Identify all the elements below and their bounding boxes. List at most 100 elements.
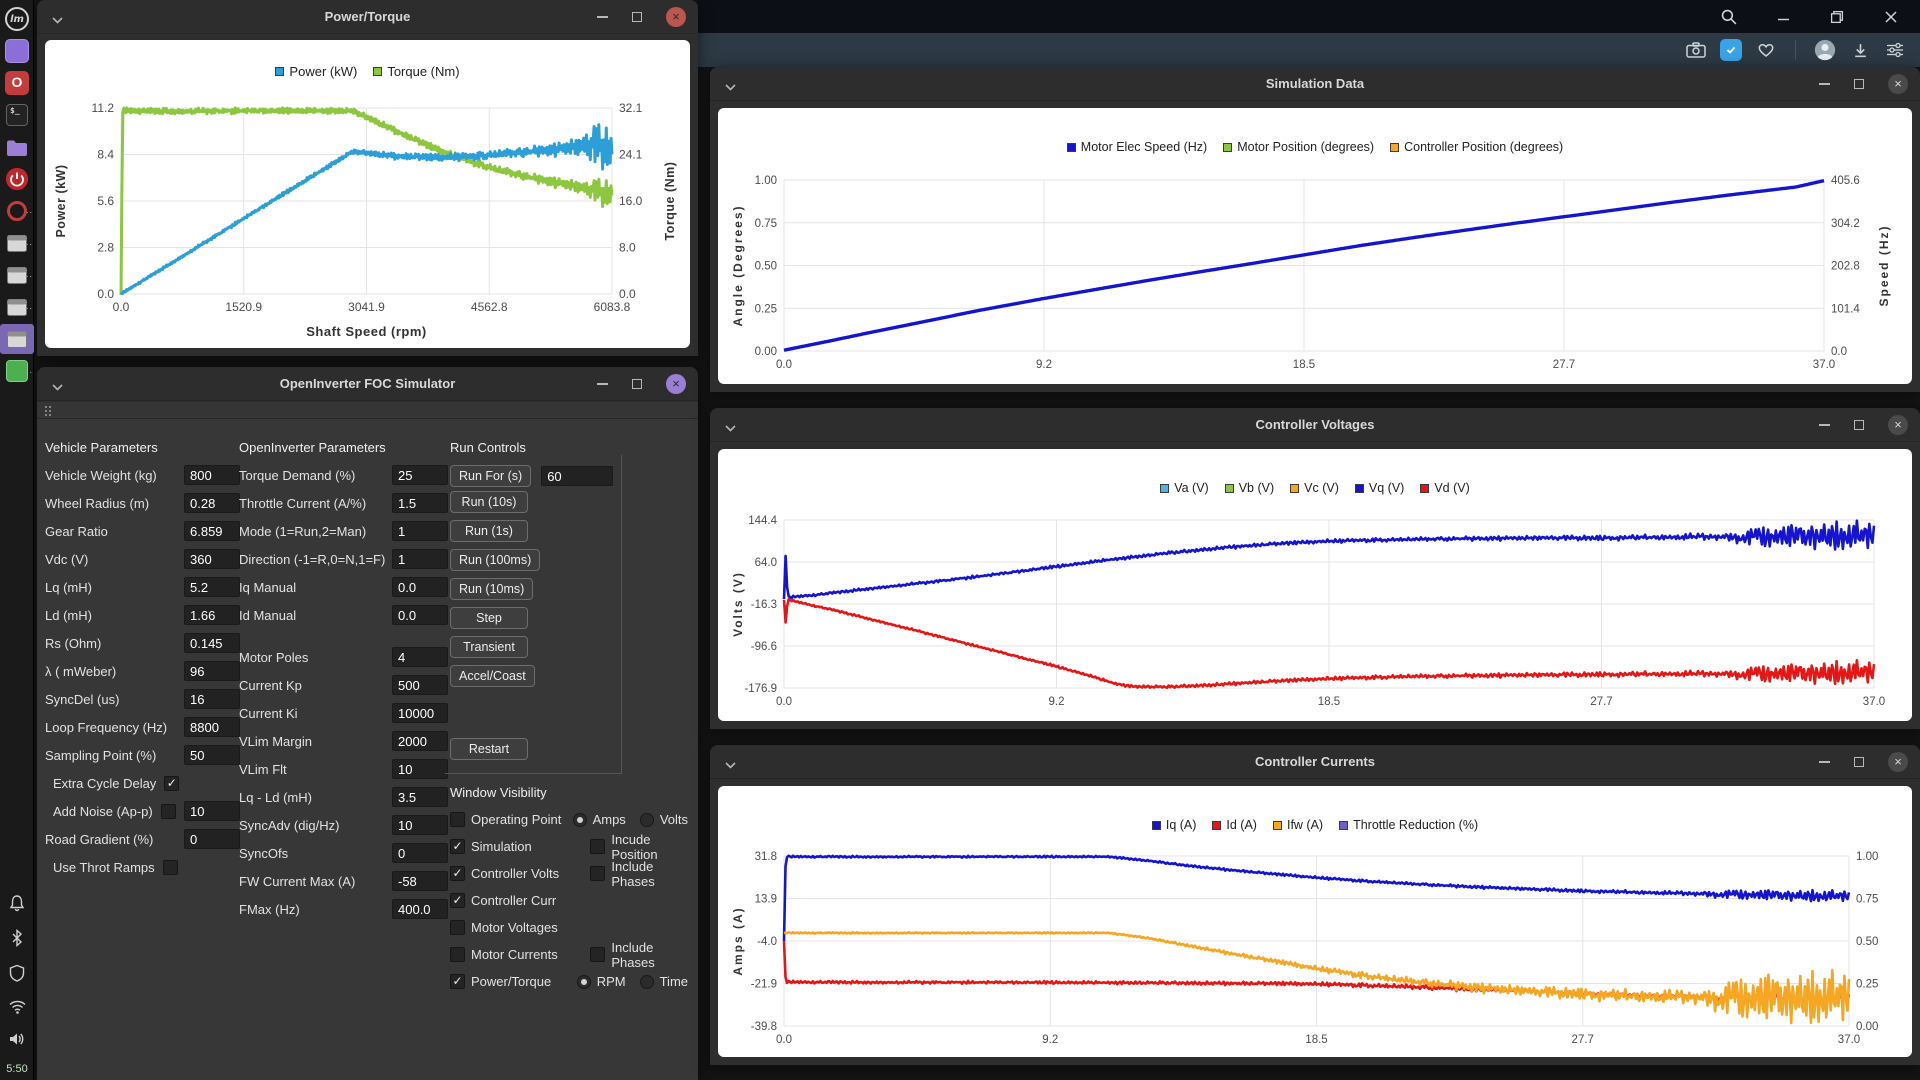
maximize-button[interactable] xyxy=(632,379,642,389)
rs-ohm-field[interactable] xyxy=(184,633,240,653)
opera-window-icon[interactable]: .. xyxy=(0,196,34,226)
window-icon-2[interactable]: .. xyxy=(0,260,34,290)
minimize-button[interactable] xyxy=(1819,761,1830,763)
add-noise-ap-p-checkbox[interactable] xyxy=(160,803,176,819)
minimize-button[interactable] xyxy=(597,383,608,385)
camera-icon[interactable] xyxy=(1685,39,1707,61)
mode-1-run-2-man-field[interactable] xyxy=(392,521,448,541)
current-ki-field[interactable] xyxy=(392,703,448,723)
iq-manual-field[interactable] xyxy=(392,577,448,597)
throttle-current-a-field[interactable] xyxy=(392,493,448,513)
window-shade-chevron-icon[interactable] xyxy=(724,757,737,775)
syncdel-us-field[interactable] xyxy=(184,689,240,709)
opera-icon[interactable]: O xyxy=(0,68,34,98)
close-button[interactable]: × xyxy=(666,374,686,394)
shield-icon[interactable] xyxy=(9,964,25,987)
controller-volts-visibility-checkbox[interactable]: ✓ xyxy=(450,866,465,881)
minimize-button[interactable] xyxy=(1819,83,1830,85)
include-phases-checkbox[interactable] xyxy=(590,866,606,881)
search-icon[interactable] xyxy=(1718,6,1740,28)
run-for-button[interactable]: Run For (s) xyxy=(450,465,532,487)
window-shade-chevron-icon[interactable] xyxy=(51,12,64,30)
terminal-icon[interactable]: $_ xyxy=(0,100,34,130)
direction-1-r-0-n-1-f-field[interactable] xyxy=(392,549,448,569)
bell-icon[interactable] xyxy=(8,894,26,917)
heart-icon[interactable] xyxy=(1755,39,1777,61)
operating-point-visibility-checkbox[interactable] xyxy=(450,812,465,827)
drag-handle-icon[interactable] xyxy=(44,405,52,416)
window-shade-chevron-icon[interactable] xyxy=(724,420,737,438)
transient-button[interactable]: Transient xyxy=(450,636,528,658)
maximize-button[interactable] xyxy=(1854,420,1864,430)
motor-poles-field[interactable] xyxy=(392,647,448,667)
active-window-icon[interactable] xyxy=(0,324,34,354)
simulation-titlebar[interactable]: Simulation Data × xyxy=(710,67,1920,101)
simulation-visibility-checkbox[interactable]: ✓ xyxy=(450,839,465,854)
motor-currents-visibility-checkbox[interactable] xyxy=(450,947,465,962)
close-icon[interactable] xyxy=(1880,6,1902,28)
controller-voltages-titlebar[interactable]: Controller Voltages × xyxy=(710,408,1920,442)
maximize-button[interactable] xyxy=(1854,757,1864,767)
volume-icon[interactable] xyxy=(8,1031,26,1052)
green-app-icon[interactable]: .. xyxy=(0,356,34,386)
controller-currents-titlebar[interactable]: Controller Currents × xyxy=(710,745,1920,779)
use-throt-ramps-checkbox[interactable] xyxy=(162,859,178,875)
close-button[interactable]: × xyxy=(1888,415,1908,435)
vdc-v-field[interactable] xyxy=(184,549,240,569)
download-icon[interactable] xyxy=(1849,39,1871,61)
close-button[interactable]: × xyxy=(1888,74,1908,94)
road-gradient-field[interactable] xyxy=(184,829,240,849)
incude-position-checkbox[interactable] xyxy=(590,839,606,854)
lq-mh-field[interactable] xyxy=(184,577,240,597)
controller-curr-visibility-checkbox[interactable]: ✓ xyxy=(450,893,465,908)
add-noise-ap-p-field[interactable] xyxy=(184,801,240,821)
shield-check-icon[interactable] xyxy=(1720,39,1742,61)
minimize-button[interactable] xyxy=(597,16,608,18)
run-for-seconds-field[interactable] xyxy=(541,466,614,486)
restart-button[interactable]: Restart xyxy=(450,738,528,760)
syncadv-dig-hz-field[interactable] xyxy=(392,815,448,835)
sampling-point-field[interactable] xyxy=(184,745,240,765)
bluetooth-icon[interactable] xyxy=(10,928,24,952)
run-100ms-button[interactable]: Run (100ms) xyxy=(450,549,541,571)
include-phases-checkbox[interactable] xyxy=(590,947,606,962)
torque-demand-field[interactable] xyxy=(392,465,448,485)
extra-cycle-delay-checkbox[interactable]: ✓ xyxy=(164,775,180,791)
wheel-radius-m-field[interactable] xyxy=(184,493,240,513)
vlim-margin-field[interactable] xyxy=(392,731,448,751)
mint-menu-icon[interactable]: lm xyxy=(0,4,34,34)
fmax-hz-field[interactable] xyxy=(392,899,448,919)
id-manual-field[interactable] xyxy=(392,605,448,625)
lq-ld-mh-field[interactable] xyxy=(392,787,448,807)
step-button[interactable]: Step xyxy=(450,607,528,629)
minimize-button[interactable] xyxy=(1819,424,1830,426)
time-radio[interactable] xyxy=(639,974,654,989)
amps-radio[interactable] xyxy=(572,812,587,827)
sliders-icon[interactable] xyxy=(1884,39,1906,61)
power-icon[interactable] xyxy=(0,164,34,194)
loop-frequency-hz-field[interactable] xyxy=(184,717,240,737)
fw-current-max-a-field[interactable] xyxy=(392,871,448,891)
window-shade-chevron-icon[interactable] xyxy=(724,79,737,97)
power-torque-titlebar[interactable]: Power/Torque × xyxy=(37,0,698,34)
foc-titlebar[interactable]: OpenInverter FOC Simulator × xyxy=(37,367,698,401)
vehicle-weight-kg-field[interactable] xyxy=(184,465,240,485)
current-kp-field[interactable] xyxy=(392,675,448,695)
close-button[interactable]: × xyxy=(666,7,686,27)
syncofs-field[interactable] xyxy=(392,843,448,863)
wifi-icon[interactable] xyxy=(8,999,27,1019)
volts-radio[interactable] xyxy=(639,812,654,827)
maximize-button[interactable] xyxy=(632,12,642,22)
window-shade-chevron-icon[interactable] xyxy=(51,379,64,397)
motor-voltages-visibility-checkbox[interactable] xyxy=(450,920,465,935)
run-10s-button[interactable]: Run (10s) xyxy=(450,491,528,513)
vlim-flt-field[interactable] xyxy=(392,759,448,779)
ld-mh-field[interactable] xyxy=(184,605,240,625)
maximize-button[interactable] xyxy=(1854,79,1864,89)
window-icon-1[interactable]: .. xyxy=(0,228,34,258)
minimize-icon[interactable] xyxy=(1772,6,1794,28)
window-icon-3[interactable]: .. xyxy=(0,292,34,322)
power-torque-visibility-checkbox[interactable]: ✓ xyxy=(450,974,465,989)
gear-ratio-field[interactable] xyxy=(184,521,240,541)
close-button[interactable]: × xyxy=(1888,752,1908,772)
